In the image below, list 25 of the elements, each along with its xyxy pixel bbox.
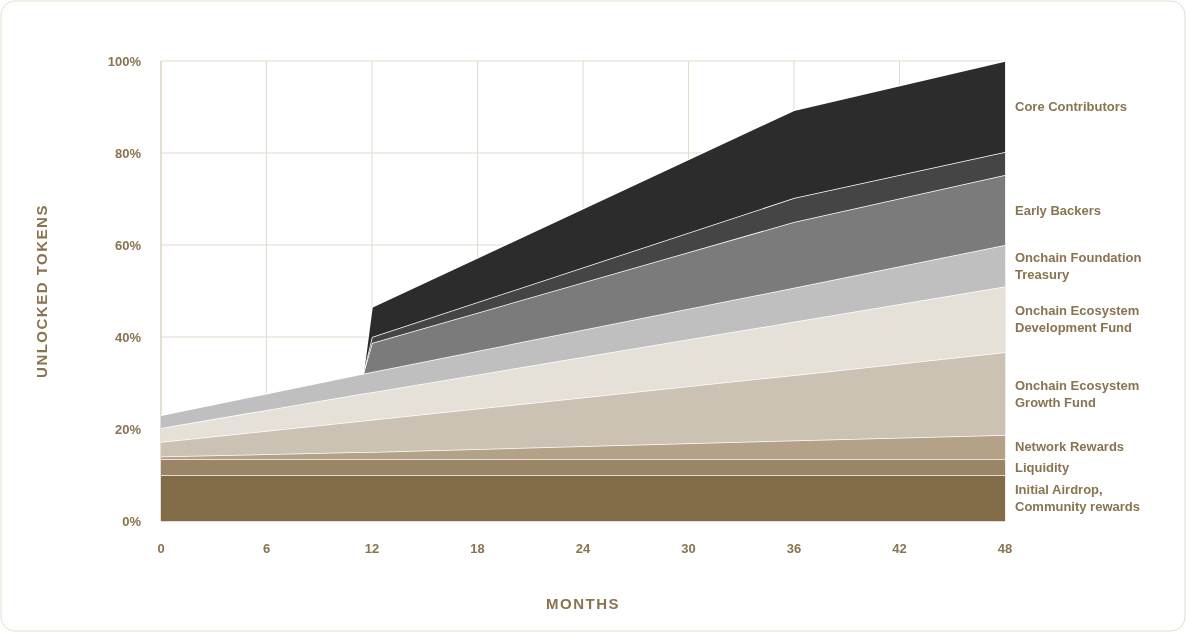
y-tick-label: 40% <box>114 329 142 345</box>
x-tick-label: 36 <box>786 541 802 556</box>
x-tick-label: 12 <box>364 541 380 556</box>
y-tick-label: 100% <box>107 53 142 69</box>
y-tick-label: 0% <box>122 513 142 529</box>
x-tick-label: 42 <box>892 541 907 556</box>
x-tick-label: 24 <box>575 541 591 556</box>
y-tick-label: 60% <box>114 237 142 253</box>
series-label: Onchain Foundation Treasury <box>1015 249 1142 282</box>
x-tick-label: 48 <box>997 541 1013 556</box>
x-tick-label: 18 <box>470 541 485 556</box>
series-label: Network Rewards <box>1015 438 1125 454</box>
series-label: Liquidity <box>1015 459 1070 475</box>
x-tick-label: 30 <box>681 541 696 556</box>
x-axis-title: MONTHS <box>546 595 620 612</box>
series-label: Onchain Ecosystem Development Fund <box>1015 303 1140 336</box>
y-tick-label: 80% <box>114 145 142 161</box>
series-label: Onchain Ecosystem Growth Fund <box>1015 377 1140 410</box>
y-axis-title: UNLOCKED TOKENS <box>33 204 50 378</box>
series-label: Initial Airdrop, Community rewards <box>1015 482 1140 515</box>
x-tick-label: 0 <box>157 541 165 556</box>
series-label: Early Backers <box>1015 202 1102 218</box>
x-tick-label: 6 <box>262 541 271 556</box>
y-tick-label: 20% <box>114 421 142 437</box>
series-label: Core Contributors <box>1015 99 1127 115</box>
